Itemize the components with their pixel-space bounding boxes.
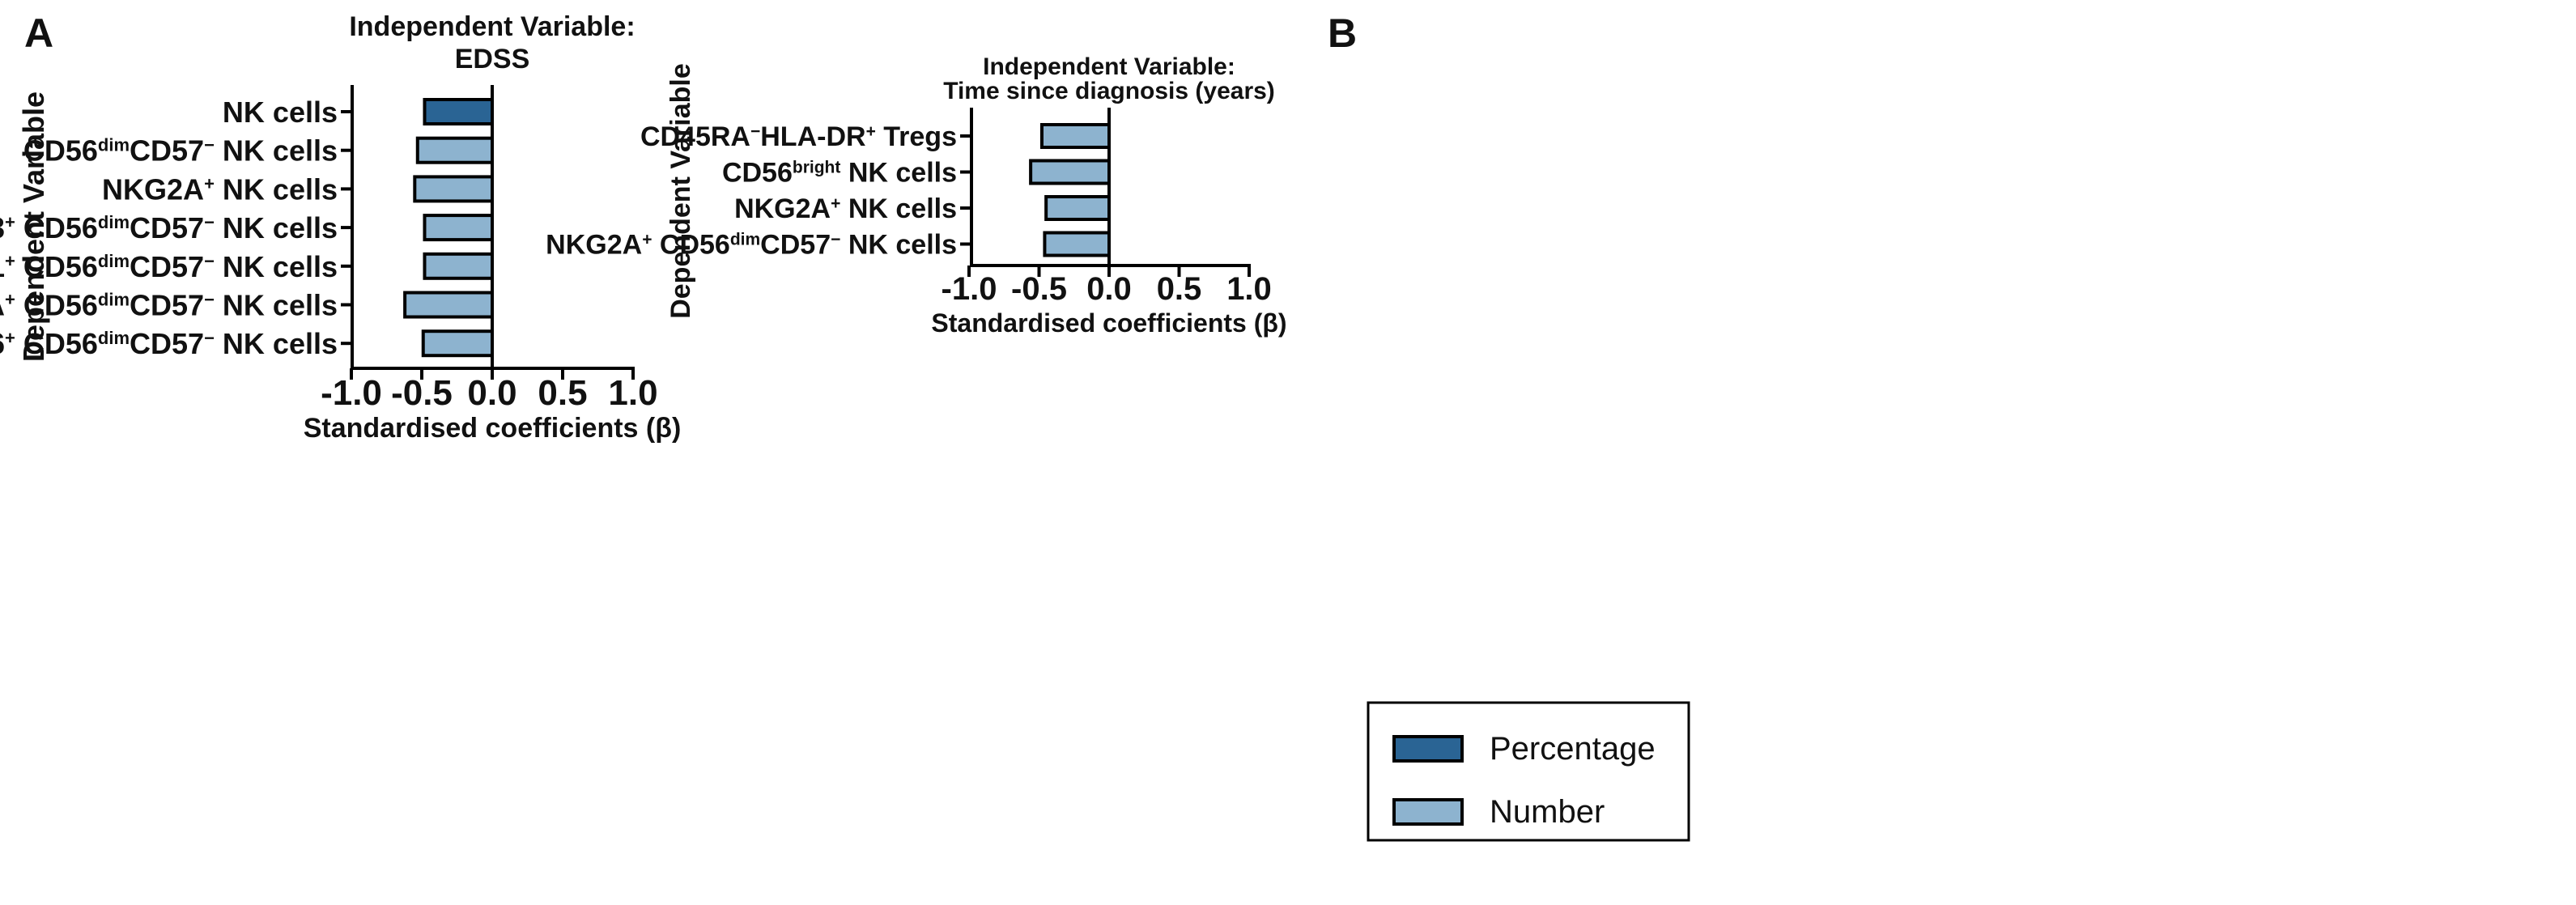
panel-b-bar-3 — [1044, 195, 1112, 221]
panel-a-bar-3 — [413, 175, 494, 203]
panel-a-title-line-1: Independent Variable: — [349, 11, 635, 42]
panel-a-letter: A — [24, 11, 53, 56]
panel-a-x-tick-label-4: 0.5 — [538, 373, 587, 413]
panel-a-bar-6 — [403, 291, 494, 319]
panel-b-title-line-1: Independent Variable: — [983, 53, 1235, 80]
panel-a-category-label-7: NKp46+ CD56dimCD57− NK cells — [0, 327, 338, 360]
panel-b-x-tick-label-3: 0.0 — [1086, 271, 1132, 307]
legend-label-number: Number — [1490, 794, 1605, 830]
panel-a-category-label-5: KLRG1+ CD56dimCD57− NK cells — [0, 250, 338, 283]
panel-a-bar-4 — [423, 214, 494, 242]
panel-a-category-label-1: NK cells — [223, 96, 338, 129]
panel-a-bar-7 — [421, 329, 494, 358]
panel-a-x-tick-label-5: 1.0 — [608, 373, 657, 413]
panel-b-x-tick-label-4: 0.5 — [1157, 271, 1202, 307]
panel-b-category-label-4: NKG2A+ CD56dimCD57− NK cells — [546, 230, 957, 261]
panel-a-title-line-2: EDSS — [455, 44, 530, 74]
panel-b-bar-2 — [1029, 159, 1111, 185]
panel-b-bar-4 — [1043, 231, 1112, 257]
panel-a-bar-2 — [415, 136, 495, 164]
panel-a-category-label-2: CD56dimCD57− NK cells — [23, 134, 338, 168]
legend-label-percentage: Percentage — [1490, 731, 1656, 767]
panel-b-chart: Independent Variable:Time since diagnosi… — [546, 53, 1286, 338]
panel-a-x-tick-label-2: -0.5 — [391, 373, 453, 413]
panel-b-y-axis-label: Dependent Variable — [665, 63, 696, 319]
panel-b-category-label-3: NKG2A+ NK cells — [734, 193, 957, 224]
panel-a-category-label-6: NKG2A+ CD56dimCD57− NK cells — [0, 288, 338, 321]
legend-swatch-number — [1392, 798, 1464, 826]
panel-b-bar-1 — [1039, 123, 1111, 149]
panel-b-x-tick-label-5: 1.0 — [1226, 271, 1272, 307]
panel-a-x-tick-label-1: -1.0 — [321, 373, 382, 413]
panel-a-x-axis-label: Standardised coefficients (β) — [304, 413, 682, 444]
legend-swatch-percentage — [1392, 735, 1464, 763]
legend: Percentage Number — [1367, 701, 1690, 842]
panel-b-category-label-2: CD56bright NK cells — [722, 158, 957, 189]
panel-a-chart: Independent Variable:EDSS NK cells CD56dim… — [0, 11, 681, 444]
panel-b-x-tick-label-2: -0.5 — [1011, 271, 1067, 307]
panel-a-category-label-3: NKG2A+ NK cells — [102, 172, 338, 206]
panel-a-category-label-4: KIR2DL2/3+ CD56dimCD57− NK cells — [0, 211, 338, 244]
panel-b-title-line-2: Time since diagnosis (years) — [943, 78, 1275, 104]
panel-b-letter: B — [1328, 11, 1357, 56]
panel-a-x-tick-label-3: 0.0 — [467, 373, 516, 413]
panel-a-bar-5 — [423, 252, 494, 280]
panel-a-y-axis-label: Dependent Variable — [17, 91, 50, 362]
panel-b-x-tick-label-1: -1.0 — [942, 271, 997, 307]
panel-b-category-label-1: CD45RA−HLA-DR+ Tregs — [640, 121, 957, 152]
panel-a-bar-1 — [423, 98, 494, 125]
panel-b-x-axis-label: Standardised coefficients (β) — [931, 308, 1286, 338]
